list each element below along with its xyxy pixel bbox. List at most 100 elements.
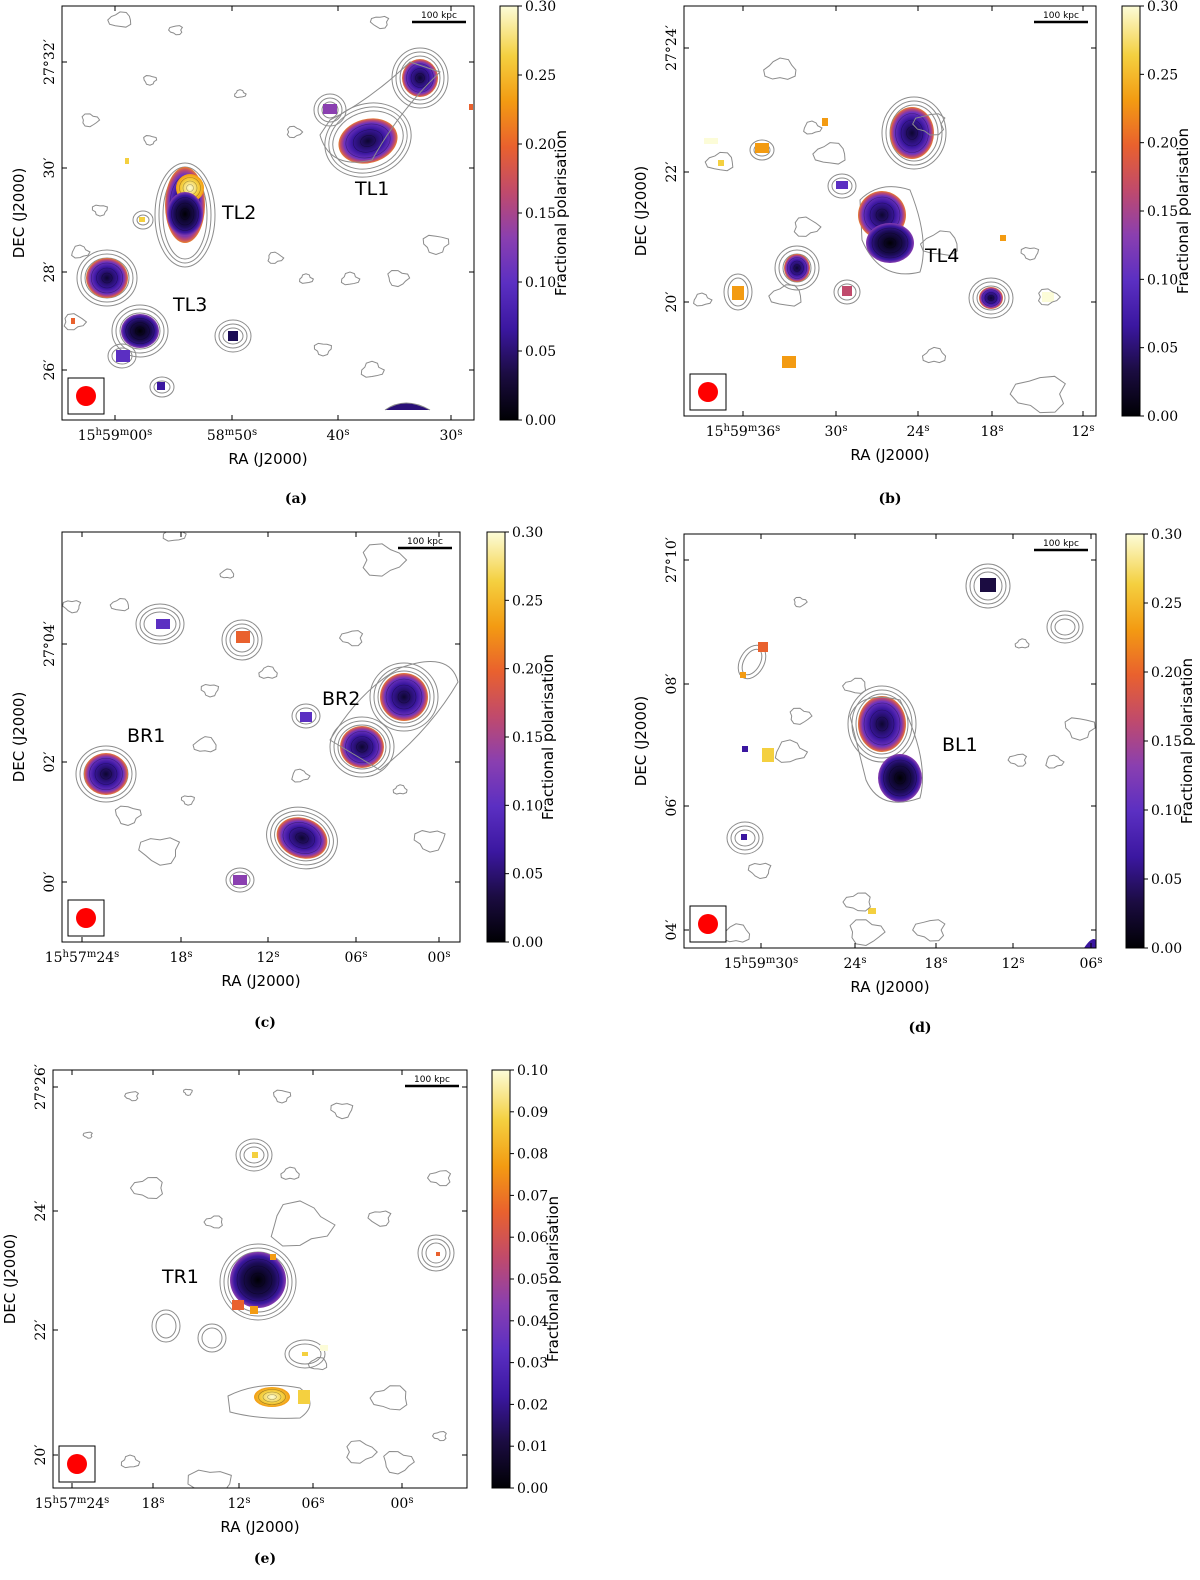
contour-line: [774, 739, 809, 763]
contour-line: [369, 662, 439, 732]
polarised-emission: [276, 817, 328, 859]
colorbar-tick-label: 0.05: [1151, 872, 1182, 888]
polarised-pixel: [236, 631, 250, 643]
contour-line: [881, 96, 947, 170]
contour-line: [223, 1247, 293, 1317]
contour-line: [229, 627, 255, 653]
plot-frame: [683, 533, 1097, 949]
polarised-emission: [340, 726, 384, 768]
panel-caption: (d): [908, 1020, 931, 1036]
contour-line: [180, 795, 195, 806]
contour-line: [790, 260, 804, 276]
colorbar-tick-label: 0.30: [1147, 0, 1178, 15]
colorbar-label: Fractional polarisation: [552, 130, 570, 296]
panel-caption: (c): [254, 1015, 276, 1031]
contour-line: [749, 139, 775, 161]
contour-line: [727, 277, 749, 307]
polarised-pixel: [704, 138, 718, 144]
contour-line: [151, 1309, 181, 1343]
polarised-pixel: [741, 834, 747, 840]
source-label-tl3: TL3: [172, 294, 207, 316]
contour-line: [267, 1394, 277, 1400]
colorbar-tick-label: 0.10: [525, 275, 556, 291]
beam-ellipse: [698, 382, 718, 402]
polarised-pixel: [742, 746, 748, 752]
contour-line: [734, 829, 756, 847]
x-tick-label: 30s: [440, 427, 463, 445]
colorbar-label: Fractional polarisation: [1174, 128, 1192, 294]
contour-line: [91, 204, 108, 217]
y-axis-label: DEC (J2000): [632, 166, 650, 257]
x-axis-label: RA (J2000): [228, 450, 307, 468]
contour-line: [837, 283, 857, 301]
contour-line: [793, 596, 808, 608]
contour-line: [385, 678, 423, 716]
polarised-pixel: [300, 712, 312, 722]
colorbar-tick-label: 0.15: [1151, 734, 1182, 750]
contour-line: [360, 135, 376, 147]
contour-line: [218, 323, 248, 349]
y-tick-label: 24′: [33, 1201, 49, 1222]
x-tick-label: 00s: [428, 949, 451, 967]
contour-line: [793, 264, 801, 272]
panel-c-axes: 100 kpc 15h57m24s 18s 12s 06s 00s 00′ 02′ 27°04′…: [10, 525, 557, 1031]
panel-caption: (e): [254, 1551, 276, 1567]
contour-line: [723, 273, 753, 311]
colorbar: [491, 1069, 511, 1489]
polarised-pixel: [762, 748, 774, 762]
panel-a-map: [63, 11, 473, 411]
colorbar-tick-label: 0.07: [517, 1188, 548, 1204]
contour-line: [274, 814, 330, 862]
contour-line: [236, 1258, 280, 1302]
contour-line: [107, 11, 132, 28]
contour-line: [143, 135, 158, 146]
contour-line: [338, 630, 364, 647]
contour-line: [75, 745, 137, 803]
polarised-pixel: [252, 1152, 258, 1158]
contour-line: [143, 611, 177, 637]
contour-line: [413, 830, 446, 853]
colorbar-tick-label: 0.04: [517, 1314, 548, 1330]
contour-line: [730, 825, 760, 851]
contour-line: [267, 251, 285, 264]
contour-line: [234, 89, 247, 99]
contour-line: [763, 57, 797, 80]
contour-line: [225, 623, 259, 657]
contour-line: [321, 101, 339, 119]
contour-line: [183, 1088, 193, 1097]
scale-bar-label: 100 kpc: [1043, 11, 1079, 21]
polarised-pixel: [469, 104, 473, 110]
colorbar-tick-label: 0.10: [1147, 272, 1178, 288]
contour-line: [115, 308, 165, 354]
contour-line: [186, 184, 194, 192]
colorbar-tick-label: 0.06: [517, 1230, 548, 1246]
beam-ellipse: [67, 1454, 87, 1474]
contour-line: [222, 327, 244, 345]
contour-line: [425, 1242, 447, 1264]
contour-line: [883, 759, 917, 797]
polarised-emission: [254, 1387, 290, 1407]
contour-line: [154, 162, 216, 268]
source-label-tr1: TR1: [161, 1266, 199, 1288]
contour-line: [1009, 375, 1066, 414]
x-tick-label: 12s: [257, 949, 280, 967]
colorbar-tick-label: 0.10: [517, 1063, 548, 1079]
contour-line: [135, 603, 185, 645]
contour-line: [81, 113, 101, 128]
polarised-pixel: [436, 1252, 440, 1256]
contour-line: [426, 1170, 452, 1187]
polarised-pixel: [732, 286, 744, 300]
colorbar-tick-label: 0.08: [517, 1147, 548, 1163]
polarised-pixel: [302, 1352, 308, 1356]
contour-line: [120, 1454, 141, 1469]
contour-line: [239, 1142, 269, 1168]
contour-line: [877, 232, 903, 254]
contour-line: [219, 1243, 297, 1321]
contour-line: [201, 1327, 223, 1349]
contour-line: [972, 281, 1010, 315]
contour-line: [324, 102, 412, 178]
contour-line: [747, 862, 772, 880]
contour-line: [107, 343, 137, 369]
contour-line: [129, 1176, 164, 1199]
